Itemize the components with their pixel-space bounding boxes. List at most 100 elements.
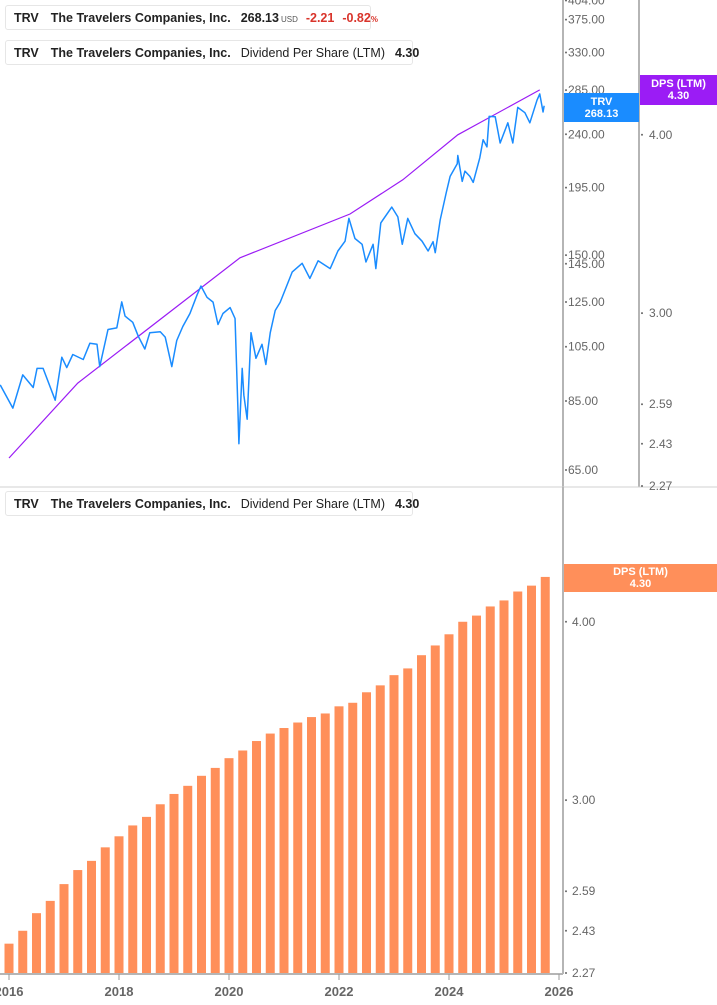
dps-tick-mark [641, 403, 643, 406]
price-tick-label: 150.00 [568, 248, 605, 262]
dps-bar [32, 913, 41, 973]
bar-y-tick-mark [565, 620, 567, 623]
dps-bar [45, 900, 55, 973]
dps-bar [224, 758, 234, 973]
price-tick-label: 105.00 [568, 340, 605, 354]
price-tag-value: 268.13 [584, 107, 619, 120]
price-tick-mark [565, 469, 567, 471]
legend-value: 4.30 [394, 45, 420, 60]
price-tick-mark [565, 133, 567, 136]
dps-bar [142, 816, 151, 973]
dps-bar [348, 702, 358, 973]
dps-bar [155, 804, 165, 973]
legend-dps-bottom[interactable]: TRV The Travelers Companies, Inc. Divide… [5, 491, 419, 516]
price-line [0, 93, 545, 445]
price-tick-mark [565, 51, 567, 54]
dps-tick-label: 4.00 [649, 128, 673, 142]
dps-line [8, 89, 541, 459]
dps-tick-mark [641, 485, 643, 487]
x-tick-label: 2018 [105, 984, 134, 999]
dps-bar [279, 728, 289, 973]
price-tick-label: 145.00 [568, 257, 605, 271]
x-tick-label: 2026 [545, 984, 574, 999]
price-tick-mark [565, 89, 567, 92]
dps-bar [265, 733, 275, 973]
dps-tick-mark [641, 312, 643, 315]
bar-y-tick-label: 2.27 [572, 966, 596, 980]
dps-bar [430, 645, 440, 973]
dps-bar [307, 717, 316, 973]
dps-bar [293, 722, 303, 973]
legend-change: -2.21 [305, 10, 335, 25]
dps-bar [4, 943, 14, 973]
price-tick-mark [565, 186, 567, 189]
bar-y-tick-mark [565, 890, 567, 893]
bar-y-tick-mark [565, 972, 567, 974]
dps-bar [472, 615, 481, 973]
dps-bar [458, 621, 468, 973]
price-tick-mark [565, 300, 567, 303]
dps-bar [18, 930, 28, 973]
dps-bar [128, 825, 138, 973]
dps-tick-label: 2.43 [649, 437, 673, 451]
dps-bar [485, 606, 495, 973]
legend-company-name: The Travelers Companies, Inc. [50, 10, 231, 25]
bar-y-tick-label: 4.00 [572, 615, 596, 629]
legend-value: 4.30 [394, 496, 420, 511]
dps-bar [417, 655, 426, 973]
price-tag-symbol: TRV [590, 95, 613, 108]
dps-bar [100, 847, 110, 973]
price-tick-mark [565, 262, 567, 265]
price-tick-mark [565, 400, 567, 403]
dps-bar [403, 668, 413, 973]
dps-bar [252, 741, 261, 973]
dps-bar [114, 836, 124, 973]
legend-symbol: TRV [14, 496, 39, 511]
dps-tag-value: 4.30 [629, 578, 652, 590]
legend-company-name: The Travelers Companies, Inc. [50, 45, 231, 60]
legend-change-pct: -0.82% [342, 11, 378, 25]
legend-metric: Dividend Per Share (LTM) [240, 496, 385, 511]
dps-bar [210, 767, 220, 973]
dps-bar [87, 860, 96, 973]
dps-tick-label: 2.27 [649, 479, 673, 493]
dps-tick-mark [641, 442, 643, 445]
x-tick-label: 2024 [435, 984, 465, 999]
price-tick-mark [565, 254, 567, 257]
price-tick-label: 125.00 [568, 295, 605, 309]
dps-tag-label: DPS (LTM) [651, 78, 706, 90]
dps-bar [513, 591, 523, 973]
price-tick-label: 195.00 [568, 181, 605, 195]
dps-bar [73, 870, 83, 973]
dps-bar [540, 576, 550, 973]
dps-bar [320, 713, 330, 973]
dps-bar [334, 706, 344, 973]
dps-tick-label: 3.00 [649, 306, 673, 320]
price-tick-mark [565, 0, 567, 2]
dps-tick-label: 2.59 [649, 397, 673, 411]
price-tick-label: 85.00 [568, 394, 598, 408]
price-tick-label: 240.00 [568, 127, 605, 141]
dps-tag-top: DPS (LTM) 4.30 [640, 75, 717, 105]
legend-symbol: TRV [14, 10, 39, 25]
legend-price: 268.13 [240, 10, 279, 25]
price-tick-label: 404.00 [568, 0, 605, 7]
dps-bar [169, 793, 179, 973]
dps-bar [527, 585, 536, 973]
price-tick-mark [565, 345, 567, 348]
dps-bar [389, 675, 399, 973]
bar-y-tick-label: 2.43 [572, 924, 596, 938]
legend-metric: Dividend Per Share (LTM) [240, 45, 385, 60]
price-tick-label: 65.00 [568, 463, 598, 477]
legend-company-name: The Travelers Companies, Inc. [50, 496, 231, 511]
dps-tag-bottom: DPS (LTM) 4.30 [564, 564, 717, 592]
bar-y-tick-label: 2.59 [572, 884, 596, 898]
legend-dps[interactable]: TRV The Travelers Companies, Inc. Divide… [5, 40, 419, 65]
legend-symbol: TRV [14, 45, 39, 60]
dps-bar [183, 785, 193, 973]
legend-price[interactable]: TRV The Travelers Companies, Inc. 268.13… [5, 5, 378, 30]
dps-tag-label: DPS (LTM) [613, 566, 668, 578]
change-pct-value: -0.82 [342, 10, 371, 25]
dps-bar [362, 692, 371, 973]
